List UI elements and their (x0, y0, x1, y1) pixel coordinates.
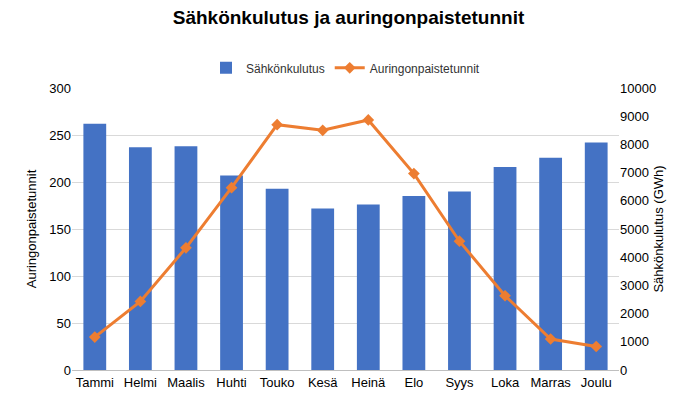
svg-text:6000: 6000 (620, 193, 649, 208)
svg-text:Auringonpaistetunnit: Auringonpaistetunnit (370, 62, 480, 76)
svg-text:100: 100 (49, 269, 71, 284)
svg-text:Touko: Touko (260, 375, 295, 390)
svg-text:3000: 3000 (620, 278, 649, 293)
svg-text:Heinä: Heinä (351, 375, 386, 390)
svg-text:Elo: Elo (404, 375, 423, 390)
svg-text:8000: 8000 (620, 137, 649, 152)
svg-text:Helmi: Helmi (124, 375, 157, 390)
svg-text:Syys: Syys (445, 375, 474, 390)
svg-text:Tammi: Tammi (76, 375, 114, 390)
svg-text:200: 200 (49, 175, 71, 190)
svg-text:5000: 5000 (620, 222, 649, 237)
svg-text:0: 0 (620, 363, 627, 378)
svg-text:10000: 10000 (620, 81, 656, 96)
svg-text:2000: 2000 (620, 306, 649, 321)
svg-text:Auringonpaistetunnit: Auringonpaistetunnit (24, 169, 39, 288)
svg-text:50: 50 (57, 316, 71, 331)
svg-text:300: 300 (49, 81, 71, 96)
svg-text:0: 0 (64, 363, 71, 378)
svg-text:Joulu: Joulu (581, 375, 612, 390)
svg-text:Huhti: Huhti (216, 375, 246, 390)
svg-text:Loka: Loka (491, 375, 520, 390)
svg-text:250: 250 (49, 128, 71, 143)
svg-text:9000: 9000 (620, 109, 649, 124)
svg-text:Sähkönkulutus (GWh): Sähkönkulutus (GWh) (651, 165, 666, 292)
svg-text:150: 150 (49, 222, 71, 237)
svg-text:Sähkönkulutus: Sähkönkulutus (246, 62, 325, 76)
svg-text:4000: 4000 (620, 250, 649, 265)
svg-text:1000: 1000 (620, 334, 649, 349)
svg-text:Maalis: Maalis (167, 375, 205, 390)
svg-text:Kesä: Kesä (308, 375, 338, 390)
svg-text:Marras: Marras (530, 375, 571, 390)
svg-text:Sähkönkulutus ja auringonpaist: Sähkönkulutus ja auringonpaistetunnit (173, 7, 525, 28)
svg-text:7000: 7000 (620, 165, 649, 180)
